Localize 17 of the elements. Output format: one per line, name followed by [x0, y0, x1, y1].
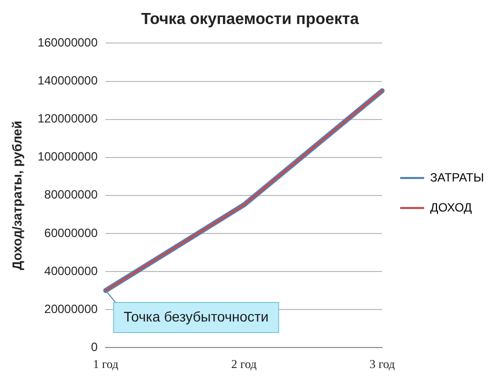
y-tick-label: 100000000 [38, 150, 98, 164]
y-tick-label: 0 [90, 340, 98, 354]
y-tick-label: 40000000 [44, 264, 98, 278]
y-axis-title: Доход/затраты, рублей [9, 120, 24, 270]
y-tick-label: 160000000 [38, 36, 98, 50]
y-tick-label: 140000000 [38, 74, 98, 88]
annotation: Точка безубыточности [124, 308, 269, 324]
legend-label: ДОХОД [430, 200, 472, 214]
x-tick-label: 2 год [231, 356, 257, 371]
y-tick-label: 20000000 [44, 302, 98, 316]
y-tick-label: 80000000 [44, 188, 98, 202]
chart-title: Точка окупаемости проекта [141, 11, 359, 28]
x-tick-label: 3 год [369, 356, 395, 371]
y-tick-label: 120000000 [38, 112, 98, 126]
x-tick-label: 1 год [92, 356, 118, 371]
legend-label: ЗАТРАТЫ [430, 170, 484, 184]
y-tick-label: 60000000 [44, 226, 98, 240]
